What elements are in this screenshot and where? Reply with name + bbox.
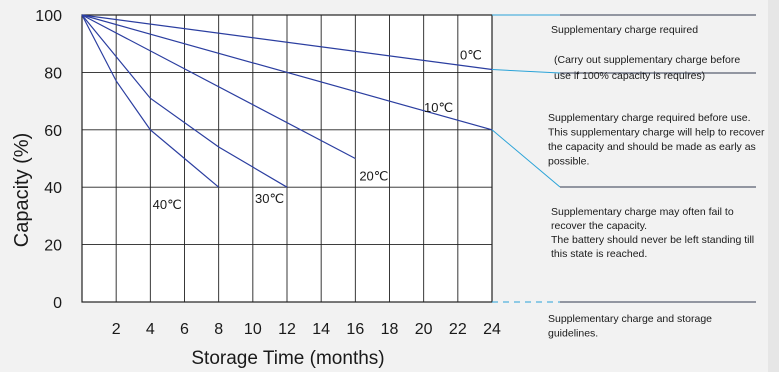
x-tick-label: 10 (244, 321, 262, 338)
y-tick-label: 60 (44, 123, 62, 140)
annotation-line: Supplementary charge required (551, 24, 698, 36)
guide-line (491, 129, 561, 188)
annotations: Supplementary charge required (Carry out … (548, 24, 765, 340)
x-axis-title: Storage Time (months) (191, 348, 384, 369)
series-label-2: 20℃ (359, 169, 388, 184)
annotation-line: this state is reached. (551, 248, 647, 260)
x-tick-label: 22 (449, 321, 467, 338)
guide-line (491, 69, 561, 74)
annotation-line: guidelines. (548, 328, 598, 340)
y-tick-label: 0 (53, 295, 62, 312)
x-tick-label: 24 (483, 321, 501, 338)
x-tick-label: 20 (415, 321, 433, 338)
annotation-line: Supplementary charge may often fail to (551, 206, 734, 218)
x-tick-label: 4 (146, 321, 155, 338)
x-tick-label: 14 (312, 321, 330, 338)
y-tick-label: 40 (44, 180, 62, 197)
annotation-line: possible. (548, 156, 589, 168)
series-line-2 (81, 14, 356, 160)
series-line-4 (81, 14, 220, 188)
y-tick-label: 20 (44, 238, 62, 255)
y-tick-label: 80 (44, 65, 62, 82)
guide-lines (491, 14, 756, 303)
annotation-line: Supplementary charge required before use… (548, 112, 751, 124)
series-label-1: 10℃ (424, 100, 453, 115)
series-labels: 0℃ 10℃ 20℃ 30℃ 40℃ (153, 48, 482, 213)
x-tick-label: 6 (180, 321, 189, 338)
annotation-line: (Carry out supplementary charge before (554, 54, 740, 66)
grid (81, 14, 493, 303)
y-axis-title: Capacity (%) (11, 133, 33, 247)
series-line-3 (81, 14, 288, 188)
annotation-line: the capacity and should be made as early… (548, 141, 756, 153)
annotation-line: Supplementary charge and storage (548, 313, 712, 325)
annotation-line: This supplementary charge will help to r… (548, 127, 765, 139)
x-tick-label: 12 (278, 321, 296, 338)
annotation-line: recover the capacity. (551, 220, 647, 232)
scrollbar[interactable] (768, 0, 779, 372)
series-label-4: 40℃ (153, 197, 182, 212)
annotation-line: The battery should never be left standin… (551, 234, 754, 246)
series-label-3: 30℃ (255, 191, 284, 206)
y-tick-label: 100 (35, 8, 62, 25)
x-tick-label: 18 (381, 321, 399, 338)
annotation-line: use if 100% capacity is requires) (554, 70, 705, 82)
x-tick-label: 16 (346, 321, 364, 338)
series-lines (81, 14, 493, 188)
x-tick-label: 2 (112, 321, 121, 338)
x-tick-label: 8 (214, 321, 223, 338)
series-label-0: 0℃ (460, 48, 482, 63)
series-line-0 (81, 14, 493, 71)
series-line-1 (81, 14, 493, 131)
